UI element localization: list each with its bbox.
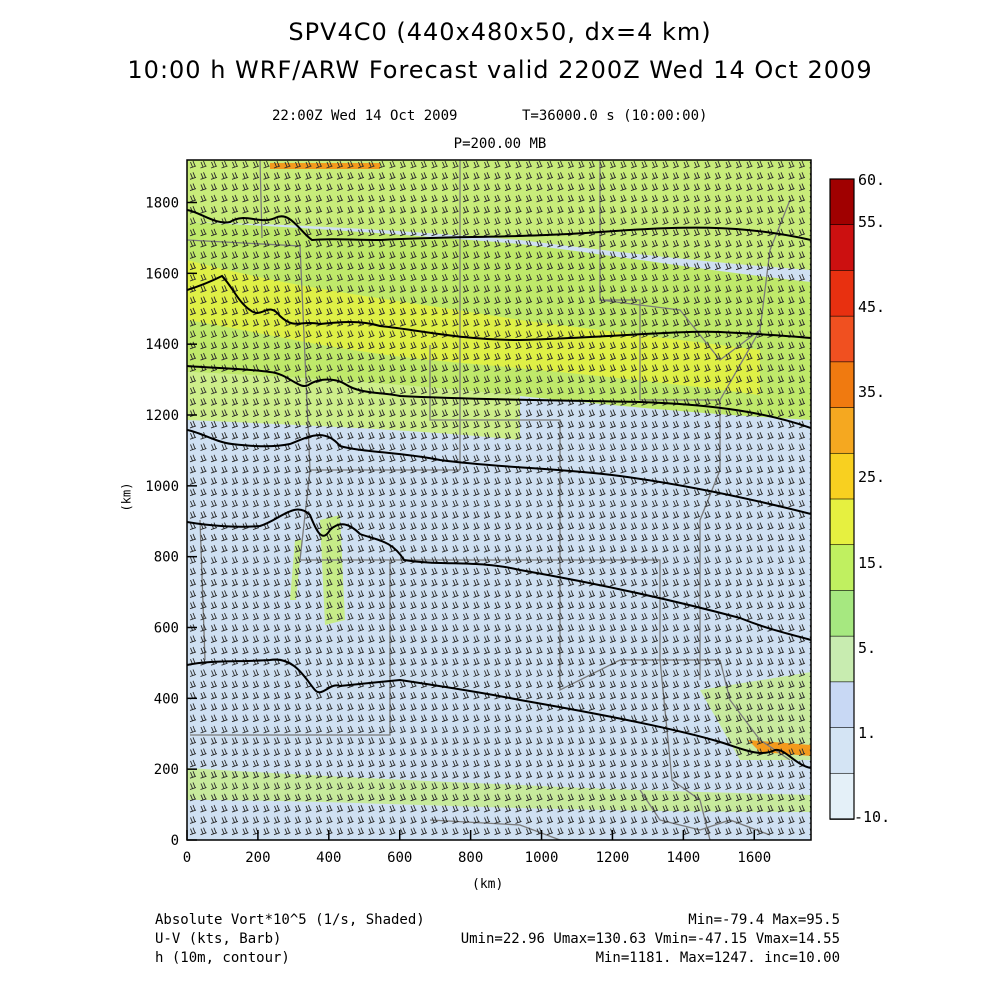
colorbar-swatch bbox=[829, 452, 855, 500]
wind-barb-field bbox=[189, 160, 811, 836]
colorbar-swatch bbox=[829, 224, 855, 272]
footer-field2-name: U-V (kts, Barb) bbox=[155, 931, 282, 947]
x-tick-label: 400 bbox=[316, 850, 341, 866]
colorbar-swatch bbox=[829, 727, 855, 775]
x-tick-label: 0 bbox=[183, 850, 191, 866]
colorbar-swatch bbox=[829, 270, 855, 317]
colorbar-swatch bbox=[829, 178, 855, 226]
plot-frame bbox=[186, 159, 812, 841]
colorbar-outline bbox=[829, 178, 855, 820]
x-tick-label: 1600 bbox=[737, 850, 771, 866]
wind-barbs bbox=[189, 160, 811, 836]
x-tick-label: 800 bbox=[458, 850, 483, 866]
height-contours bbox=[187, 209, 811, 769]
colorbar-label: 55. bbox=[858, 213, 886, 231]
footer-field1-stats: Min=-79.4 Max=95.5 bbox=[688, 912, 840, 928]
colorbar-swatch bbox=[829, 407, 855, 455]
y-tick-label: 400 bbox=[154, 691, 179, 707]
y-tick-label: 800 bbox=[154, 550, 179, 566]
x-tick-label: 200 bbox=[245, 850, 270, 866]
y-tick-label: 600 bbox=[154, 621, 179, 637]
colorbar-swatch bbox=[829, 361, 855, 409]
x-tick-label: 1400 bbox=[667, 850, 701, 866]
y-tick-label: 1800 bbox=[145, 196, 179, 212]
colorbar-swatch bbox=[829, 635, 855, 683]
colorbar-label: 60. bbox=[858, 171, 886, 189]
footer-field3-stats: Min=1181. Max=1247. inc=10.00 bbox=[595, 950, 840, 966]
colorbar bbox=[829, 178, 855, 820]
model-time-label: T=36000.0 s (10:00:00) bbox=[522, 108, 708, 124]
x-tick-label: 600 bbox=[387, 850, 412, 866]
y-tick-label: 200 bbox=[154, 762, 179, 778]
y-tick-label: 1400 bbox=[145, 337, 179, 353]
y-axis-title: (km) bbox=[119, 482, 134, 512]
colorbar-swatch bbox=[829, 498, 855, 546]
vorticity-shading bbox=[187, 160, 811, 840]
footer-field3-name: h (10m, contour) bbox=[155, 950, 290, 966]
colorbar-label: 25. bbox=[858, 468, 886, 486]
colorbar-swatch bbox=[829, 544, 855, 592]
x-axis: 0 200 400 600 800 1000 1200 1400 1600 bbox=[183, 830, 771, 866]
colorbar-label: 35. bbox=[858, 383, 886, 401]
x-axis-title: (km) bbox=[472, 877, 504, 892]
colorbar-label: 1. bbox=[858, 724, 877, 742]
valid-time-label: 22:00Z Wed 14 Oct 2009 bbox=[272, 108, 458, 124]
colorbar-swatch bbox=[829, 590, 855, 637]
colorbar-swatch bbox=[829, 772, 855, 820]
map-title-line1: SPV4C0 (440x480x50, dx=4 km) bbox=[288, 18, 712, 46]
colorbar-label: 45. bbox=[858, 298, 886, 316]
footer-field1-name: Absolute Vort*10^5 (1/s, Shaded) bbox=[155, 912, 425, 928]
colorbar-swatch bbox=[829, 681, 855, 729]
y-tick-label: 1600 bbox=[145, 266, 179, 282]
footer-field2-stats: Umin=22.96 Umax=130.63 Vmin=-47.15 Vmax=… bbox=[460, 931, 840, 947]
colorbar-label: 15. bbox=[858, 554, 886, 572]
pressure-level-label: P=200.00 MB bbox=[453, 136, 547, 152]
y-tick-label: 0 bbox=[171, 833, 179, 849]
y-axis: 0 200 400 600 800 1000 1200 1400 1600 1800 bbox=[145, 196, 197, 849]
x-tick-label: 1200 bbox=[596, 850, 630, 866]
colorbar-label: -10. bbox=[854, 808, 891, 826]
y-tick-label: 1000 bbox=[145, 479, 179, 495]
x-tick-label: 1000 bbox=[525, 850, 559, 866]
colorbar-label: 5. bbox=[858, 639, 877, 657]
colorbar-swatch bbox=[829, 315, 855, 363]
map-title-line2: 10:00 h WRF/ARW Forecast valid 2200Z Wed… bbox=[127, 56, 873, 84]
y-tick-label: 1200 bbox=[145, 408, 179, 424]
